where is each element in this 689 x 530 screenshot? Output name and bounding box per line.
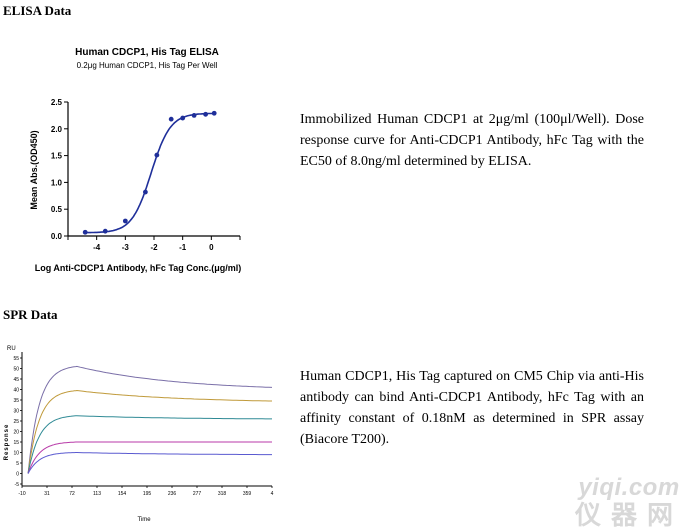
spr-y-tick-label: 25 [13,419,19,425]
spr-y-tick-label: 45 [13,377,19,383]
elisa-y-tick-label: 1.0 [51,178,63,187]
elisa-data-point [82,229,88,235]
spr-x-tick-label: -10 [18,491,25,497]
spr-description: Human CDCP1, His Tag captured on CM5 Chi… [300,369,644,447]
elisa-data-point [143,189,148,195]
spr-x-tick-label: 113 [93,491,101,497]
elisa-x-tick-label: 0 [209,243,214,252]
elisa-x-axis-label: Log Anti-CDCP1 Antibody, hFc Tag Conc.(μ… [35,263,242,273]
spr-y-tick-label: -5 [15,482,20,488]
elisa-y-tick-label: 0.5 [51,205,63,214]
spr-y-tick-label: 40 [13,388,19,394]
spr-y-tick-label: 50 [13,367,19,373]
spr-sensorgram-curve [27,415,272,474]
elisa-x-tick-label: -4 [93,243,101,252]
elisa-data-point [203,111,209,117]
watermark-chinese: 仪器网 [574,500,683,530]
spr-y-tick-label: 30 [13,409,19,415]
spr-y-unit: RU [7,346,16,352]
elisa-x-tick-label: -2 [150,243,158,252]
elisa-data-point [211,110,217,116]
spr-section-title: SPR Data [3,307,58,322]
spr-y-tick-label: 10 [13,451,19,457]
spr-y-tick-label: 5 [16,461,19,467]
spr-sensorgram-curve [27,365,273,474]
elisa-section-title: ELISA Data [3,3,72,18]
elisa-chart-title: Human CDCP1, His Tag ELISA [75,47,219,58]
elisa-data-point [180,115,186,121]
spr-x-tick-label: 236 [168,491,177,497]
elisa-data-point [168,116,174,122]
elisa-x-tick-label: -1 [179,243,187,252]
spr-y-tick-label: 35 [13,398,19,404]
elisa-description: Immobilized Human CDCP1 at 2μg/ml (100μl… [300,112,644,169]
elisa-chart: Human CDCP1, His Tag ELISA 0.2μg Human C… [29,47,242,273]
elisa-y-tick-label: 2.5 [51,98,63,107]
elisa-y-axis-label: Mean Abs.(OD450) [29,130,39,209]
spr-x-tick-label: 4 [271,491,274,497]
watermark: yiqi.com 仪器网 [575,474,683,528]
elisa-data-point [154,152,160,158]
spr-x-tick-label: 277 [193,491,202,497]
watermark-text: yiqi.com [578,474,680,501]
spr-sensorgram-curve [27,389,272,474]
spr-sensorgram-curve [27,441,272,474]
elisa-x-tick-label: -3 [122,243,130,252]
spr-sensorgram-curve [27,452,272,474]
elisa-y-tick-label: 2.0 [51,125,63,134]
spr-x-tick-label: 72 [69,491,75,497]
elisa-data-point [191,113,197,118]
spr-y-tick-label: 55 [13,356,19,362]
spr-y-tick-label: 20 [13,430,19,436]
spr-y-tick-label: 0 [16,472,19,478]
elisa-y-tick-label: 1.5 [51,152,63,161]
spr-x-tick-label: 359 [243,491,252,497]
elisa-data-point [102,228,108,234]
spr-x-tick-label: 154 [118,491,127,497]
spr-x-axis-label: Time [137,517,151,523]
spr-x-tick-label: 195 [143,491,152,497]
elisa-fit-curve [85,112,215,234]
elisa-chart-subtitle: 0.2μg Human CDCP1, His Tag Per Well [77,61,218,70]
elisa-data-point [122,218,128,224]
spr-y-axis-label: Response [4,424,10,461]
spr-x-tick-label: 31 [44,491,50,497]
elisa-y-tick-label: 0.0 [51,232,63,241]
spr-y-tick-label: 15 [13,440,19,446]
spr-chart: RU Response Time -5 0 5 10 15 20 25 30 35 40 45 50 5… [4,346,274,523]
spr-x-tick-label: 318 [218,491,227,497]
